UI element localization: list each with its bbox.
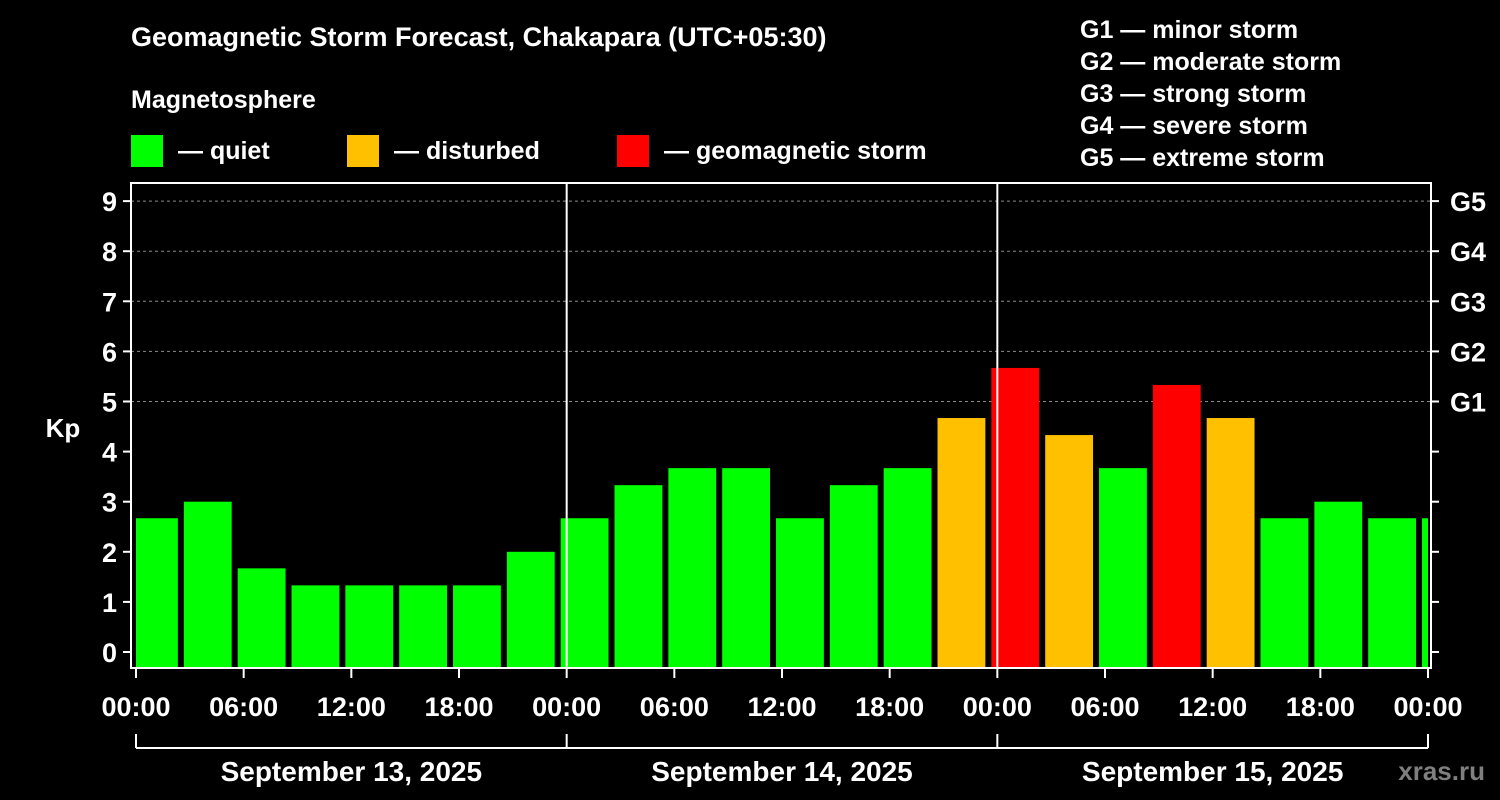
kp-bar [136, 518, 178, 668]
legend-swatch-quiet [131, 135, 163, 167]
kp-bar [1099, 468, 1147, 668]
kp-bar [991, 367, 1040, 668]
kp-bar [183, 501, 232, 668]
kp-bar [345, 585, 394, 668]
chart-title: Geomagnetic Storm Forecast, Chakapara (U… [131, 22, 827, 52]
kp-bar [399, 585, 448, 668]
kp-bar [883, 468, 932, 668]
legend-item-quiet: — quiet [131, 134, 270, 168]
x-tick-label: 12:00 [1178, 692, 1247, 722]
y2-tick-label: G1 [1450, 388, 1486, 418]
storm-level-g1: G1 — minor storm [1080, 16, 1299, 44]
legend-label-disturbed: — disturbed [394, 136, 540, 165]
y-tick-label: 3 [102, 488, 117, 518]
x-tick-label: 18:00 [855, 692, 924, 722]
kp-bar [1045, 435, 1094, 668]
x-tick-label: 06:00 [1070, 692, 1139, 722]
kp-bar [560, 518, 609, 668]
legend-swatch-disturbed [347, 135, 379, 167]
frame-layer [123, 182, 1439, 749]
x-tick-label: 00:00 [963, 692, 1032, 722]
kp-bar [722, 468, 771, 668]
kp-bar [1206, 418, 1255, 668]
labels-layer: 0 1 2 3 4 5 6 7 8 9 G1 G2 G3 G4 G5 00:00 06:00 12:00 18:00… [101, 187, 1486, 787]
kp-bar [506, 551, 555, 668]
storm-level-g4: G4 — severe storm [1080, 112, 1308, 140]
y-tick-label: 0 [102, 638, 117, 668]
kp-bar [614, 485, 663, 668]
legend-heading: Magnetosphere [131, 86, 316, 114]
kp-bar [291, 585, 340, 668]
x-tick-label: 12:00 [747, 692, 816, 722]
kp-bar [237, 568, 286, 668]
x-tick-label: 00:00 [1393, 692, 1462, 722]
grid-layer [131, 200, 1431, 402]
kp-bar [829, 485, 878, 668]
date-label: September 14, 2025 [651, 756, 913, 787]
y2-tick-label: G3 [1450, 287, 1486, 317]
y-tick-label: 8 [102, 237, 117, 267]
y-tick-label: 5 [102, 388, 117, 418]
y2-tick-label: G2 [1450, 337, 1486, 367]
y2-tick-label: G5 [1450, 187, 1486, 217]
bars-layer [136, 367, 1428, 668]
y-tick-label: 6 [102, 337, 117, 367]
x-tick-label: 12:00 [317, 692, 386, 722]
legend-item-storm: — geomagnetic storm [617, 134, 927, 168]
x-tick-label: 00:00 [101, 692, 170, 722]
watermark: xras.ru [1398, 756, 1485, 786]
x-tick-label: 00:00 [532, 692, 601, 722]
kp-bar [1314, 501, 1363, 668]
y-tick-label: 4 [102, 438, 117, 468]
kp-bar [1260, 518, 1309, 668]
y-axis-label: Kp [46, 413, 81, 443]
legend-label-storm: — geomagnetic storm [664, 136, 927, 165]
x-tick-label: 18:00 [1286, 692, 1355, 722]
kp-bar [1422, 518, 1428, 668]
kp-bar [776, 518, 824, 668]
storm-level-g2: G2 — moderate storm [1080, 48, 1342, 76]
kp-bar [453, 585, 501, 668]
kp-bar [1368, 518, 1417, 668]
y-tick-label: 2 [102, 538, 117, 568]
storm-level-g3: G3 — strong storm [1080, 80, 1307, 108]
y2-tick-label: G4 [1450, 237, 1486, 267]
kp-bar [668, 468, 717, 668]
date-label: September 15, 2025 [1082, 756, 1344, 787]
x-tick-label: 06:00 [209, 692, 278, 722]
x-tick-label: 18:00 [424, 692, 493, 722]
y-tick-label: 7 [102, 287, 117, 317]
y-tick-label: 9 [102, 187, 117, 217]
date-label: September 13, 2025 [221, 756, 483, 787]
legend-label-quiet: — quiet [178, 136, 270, 165]
storm-level-legend: G1 — minor storm G2 — moderate storm G3 … [1080, 14, 1341, 174]
kp-bar [1152, 384, 1201, 668]
x-tick-label: 06:00 [640, 692, 709, 722]
kp-bar [937, 418, 986, 668]
y-tick-label: 1 [102, 588, 117, 618]
legend-swatch-storm [617, 135, 649, 167]
legend-item-disturbed: — disturbed [347, 134, 540, 168]
storm-level-g5: G5 — extreme storm [1080, 144, 1325, 172]
